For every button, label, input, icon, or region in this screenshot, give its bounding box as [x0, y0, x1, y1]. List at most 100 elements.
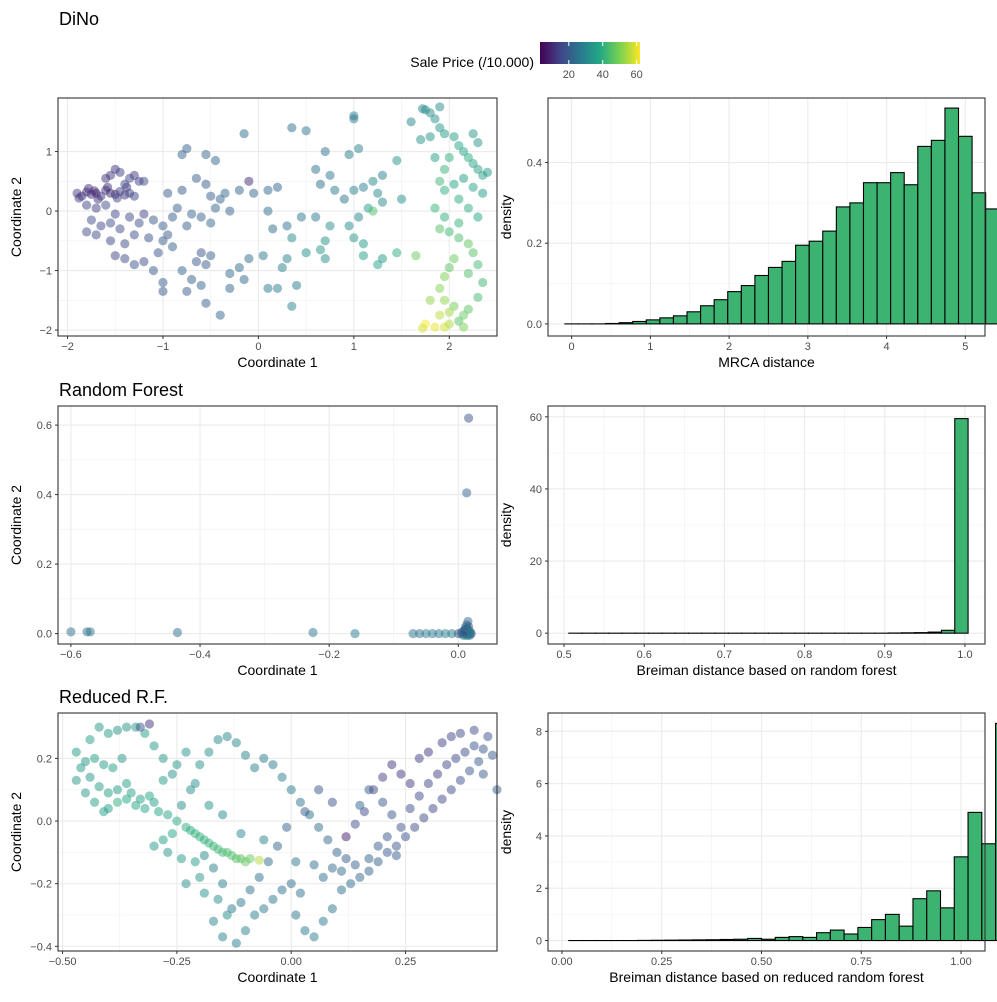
scatter-point: [300, 926, 309, 935]
section-title-dino: DiNo: [59, 9, 99, 29]
scatter-point: [369, 785, 378, 794]
scatter-point: [154, 248, 163, 257]
histogram-bar: [982, 844, 996, 941]
histogram-bar: [959, 136, 973, 324]
scatter-point: [442, 760, 451, 769]
scatter-point: [74, 193, 83, 202]
scatter-point: [244, 177, 253, 186]
scatter-point: [115, 224, 124, 233]
scatter-point: [466, 628, 475, 637]
scatter-point: [349, 114, 358, 123]
scatter-point: [218, 879, 227, 888]
scatter-point: [445, 153, 454, 162]
scatter-point: [416, 135, 425, 144]
histogram-bar: [741, 286, 755, 324]
section-title-random-forest: Random Forest: [59, 380, 183, 400]
scatter-point: [383, 832, 392, 841]
scatter-point: [113, 785, 122, 794]
x-tick-label: 0.25: [395, 956, 416, 968]
histogram-bar: [796, 245, 810, 324]
scatter-point: [168, 769, 177, 778]
scatter-point: [447, 785, 456, 794]
scatter-point: [426, 296, 435, 305]
scatter-point: [435, 224, 444, 233]
scatter-point: [424, 748, 433, 757]
scatter-point: [392, 248, 401, 257]
histogram-bar: [954, 857, 968, 941]
scatter-point: [469, 129, 478, 138]
scatter-point: [159, 835, 168, 844]
scatter-point: [273, 284, 282, 293]
scatter-point: [319, 917, 328, 926]
histogram-bar: [877, 183, 891, 324]
histogram-bar: [941, 630, 954, 633]
scatter-point: [314, 785, 323, 794]
scatter-point: [419, 813, 428, 822]
scatter-point: [140, 804, 149, 813]
scatter-point: [364, 867, 373, 876]
x-axis-label: Coordinate 1: [237, 354, 317, 370]
scatter-point: [354, 144, 363, 153]
scatter-point: [378, 171, 387, 180]
scatter-point: [255, 856, 264, 865]
scatter-point: [297, 212, 306, 221]
scatter-point: [435, 284, 444, 293]
scatter-point: [241, 751, 250, 760]
histogram-bar: [830, 930, 844, 940]
scatter-point: [418, 324, 427, 333]
x-axis-label: Coordinate 1: [237, 662, 317, 678]
scatter-point: [241, 926, 250, 935]
x-tick-label: −0.25: [163, 956, 191, 968]
scatter-point: [259, 835, 268, 844]
x-tick-label: −0.4: [189, 649, 211, 661]
scatter-point: [239, 275, 248, 284]
histogram-bar: [687, 312, 701, 324]
scatter-point: [120, 239, 129, 248]
scatter-point: [177, 186, 186, 195]
scatter-point: [181, 748, 190, 757]
plot-background: [58, 406, 497, 644]
scatter-point: [287, 879, 296, 888]
scatter-point: [282, 221, 291, 230]
y-axis-label: density: [498, 810, 514, 854]
scatter-point: [464, 414, 473, 423]
scatter-point: [407, 117, 416, 126]
y-tick-label: 1: [46, 147, 52, 159]
scatter-point: [440, 212, 449, 221]
x-axis-label: Coordinate 1: [237, 969, 317, 985]
scatter-point: [225, 206, 234, 215]
scatter-point: [72, 776, 81, 785]
scatter-point: [392, 851, 401, 860]
scatter-point: [111, 209, 120, 218]
scatter-point: [85, 735, 94, 744]
scatter-point: [411, 251, 420, 260]
scatter-point: [287, 302, 296, 311]
scatter-point: [216, 311, 225, 320]
scatter-point: [445, 227, 454, 236]
scatter-point: [469, 183, 478, 192]
scatter-point: [325, 221, 334, 230]
scatter-point: [111, 251, 120, 260]
x-tick-label: 1: [351, 341, 357, 353]
scatter-point: [130, 171, 139, 180]
scatter-point: [250, 910, 259, 919]
scatter-point: [197, 212, 206, 221]
x-tick-label: −0.2: [318, 649, 340, 661]
scatter-point: [122, 795, 131, 804]
scatter-point: [95, 722, 104, 731]
scatter-point: [277, 773, 286, 782]
histogram-bar: [941, 908, 955, 941]
histogram-bar: [789, 937, 803, 941]
histogram-bar: [748, 938, 762, 940]
scatter-point: [308, 628, 317, 637]
y-axis-label: density: [498, 195, 514, 239]
scatter-point: [92, 203, 101, 212]
scatter-point: [263, 284, 272, 293]
scatter-point: [206, 251, 215, 260]
scatter-point: [321, 254, 330, 263]
scatter-point: [321, 147, 330, 156]
legend-tick-label: 60: [630, 69, 642, 81]
